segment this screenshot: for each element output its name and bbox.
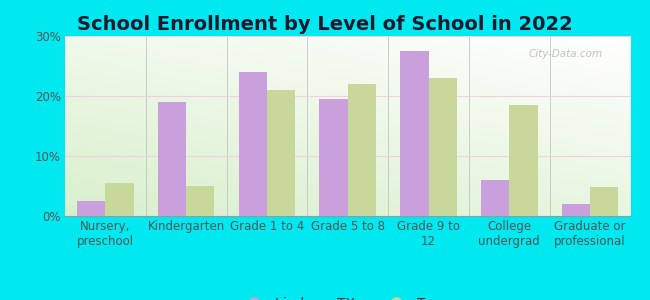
Bar [481,180,510,216]
Bar [428,78,457,216]
Text: City-Data.com: City-Data.com [528,49,603,58]
Bar [77,201,105,216]
Bar [348,84,376,216]
Legend: Lindsay, TX, Texas: Lindsay, TX, Texas [235,291,461,300]
Bar [105,183,134,216]
Bar [239,72,267,216]
Bar [400,51,428,216]
Bar [590,187,618,216]
Text: School Enrollment by Level of School in 2022: School Enrollment by Level of School in … [77,15,573,34]
Bar [562,204,590,216]
Bar [267,90,295,216]
Bar [186,186,214,216]
Bar [158,102,186,216]
Bar [510,105,538,216]
Bar [320,99,348,216]
